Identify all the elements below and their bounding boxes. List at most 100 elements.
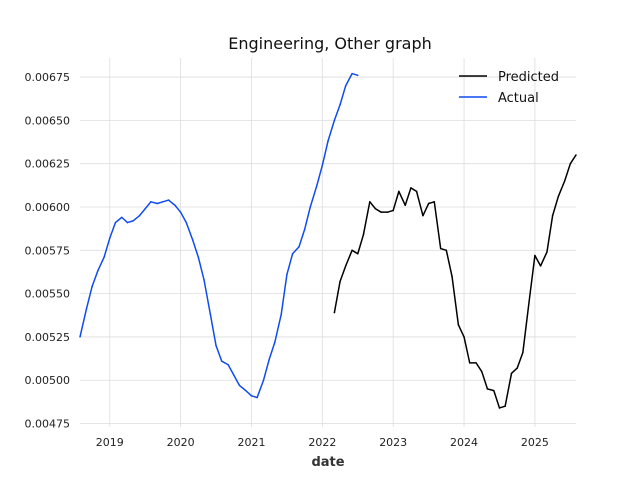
y-tick-label: 0.00575 xyxy=(25,244,71,257)
data-point-actual xyxy=(245,389,247,392)
data-point-predicted xyxy=(362,233,365,236)
grid xyxy=(80,58,576,427)
data-point-predicted xyxy=(410,187,412,189)
data-point-actual xyxy=(303,228,306,231)
data-point-predicted xyxy=(528,299,530,302)
y-tick-label: 0.00475 xyxy=(25,418,71,431)
x-tick-label: 2023 xyxy=(379,436,407,449)
y-tick-label: 0.00650 xyxy=(25,114,71,127)
data-point-actual xyxy=(114,221,117,224)
series-predicted xyxy=(333,154,577,409)
data-point-actual xyxy=(262,379,265,381)
data-point-predicted xyxy=(475,362,477,364)
data-point-actual xyxy=(215,344,217,347)
data-point-actual xyxy=(109,237,111,239)
data-point-actual xyxy=(220,360,223,362)
series-line-predicted xyxy=(333,154,577,409)
data-point-predicted xyxy=(463,336,465,338)
data-point-actual xyxy=(91,285,93,288)
data-point-actual xyxy=(315,185,318,187)
data-point-actual xyxy=(227,363,229,366)
data-point-predicted xyxy=(445,249,448,252)
data-point-predicted xyxy=(504,405,506,407)
data-point-actual xyxy=(333,119,336,122)
data-point-predicted xyxy=(339,280,341,283)
series-group xyxy=(79,72,577,409)
data-point-actual xyxy=(286,273,288,276)
data-point-predicted xyxy=(369,201,371,203)
data-point-actual xyxy=(126,221,129,224)
data-point-predicted xyxy=(374,207,377,210)
data-point-predicted xyxy=(546,251,548,253)
data-point-actual xyxy=(197,256,200,258)
series-actual xyxy=(79,72,359,399)
data-point-predicted xyxy=(422,214,424,217)
data-point-actual xyxy=(274,341,276,343)
x-axis-ticks: 2019 2020 2021 2022 2023 2024 2025 xyxy=(96,436,549,449)
data-point-actual xyxy=(321,164,324,167)
data-point-predicted xyxy=(534,254,536,257)
data-point-predicted xyxy=(451,275,453,278)
data-point-predicted xyxy=(344,265,347,267)
data-point-actual xyxy=(250,395,253,397)
data-point-actual xyxy=(339,104,341,106)
series-line-actual xyxy=(79,72,358,399)
data-point-actual xyxy=(144,207,146,210)
data-point-actual xyxy=(85,308,88,310)
data-point-actual xyxy=(174,204,176,206)
data-point-actual xyxy=(150,201,152,203)
data-point-predicted xyxy=(398,190,400,193)
data-point-predicted xyxy=(386,211,389,213)
data-point-predicted xyxy=(457,324,460,326)
data-point-predicted xyxy=(563,180,566,182)
data-point-predicted xyxy=(569,162,572,165)
x-tick-label: 2022 xyxy=(308,436,336,449)
data-point-predicted xyxy=(468,362,471,364)
data-point-predicted xyxy=(486,388,489,390)
data-point-predicted xyxy=(439,247,442,250)
data-point-actual xyxy=(132,220,134,222)
data-point-actual xyxy=(167,199,170,201)
data-point-actual xyxy=(121,216,123,219)
data-point-predicted xyxy=(392,209,394,212)
data-point-actual xyxy=(280,313,282,316)
data-point-actual xyxy=(268,358,270,361)
data-point-predicted xyxy=(516,367,518,369)
legend: Predicted Actual xyxy=(459,70,559,106)
data-point-predicted xyxy=(510,372,513,375)
data-point-actual xyxy=(344,84,347,87)
data-point-predicted xyxy=(404,204,406,206)
x-tick-label: 2025 xyxy=(521,436,549,449)
x-tick-label: 2019 xyxy=(96,436,124,449)
y-tick-label: 0.00525 xyxy=(25,331,71,344)
data-point-predicted xyxy=(575,154,577,156)
data-point-predicted xyxy=(498,407,501,409)
data-point-predicted xyxy=(380,211,382,213)
data-point-actual xyxy=(179,211,182,213)
y-tick-label: 0.00550 xyxy=(25,288,71,301)
data-point-actual xyxy=(233,374,235,376)
legend-label-actual: Actual xyxy=(498,91,539,106)
data-point-predicted xyxy=(557,195,560,198)
data-point-actual xyxy=(79,336,81,338)
data-point-actual xyxy=(185,221,188,224)
data-point-predicted xyxy=(481,370,483,373)
data-point-actual xyxy=(162,201,164,203)
data-point-predicted xyxy=(539,265,542,267)
y-tick-label: 0.00675 xyxy=(25,71,71,84)
data-point-predicted xyxy=(551,214,554,217)
x-tick-label: 2021 xyxy=(237,436,265,449)
legend-label-predicted: Predicted xyxy=(498,70,559,85)
y-axis-ticks: 0.00475 0.00500 0.00525 0.00550 0.00575 0.006… xyxy=(25,71,71,430)
data-point-actual xyxy=(209,313,212,316)
y-tick-label: 0.00500 xyxy=(25,374,71,387)
data-point-actual xyxy=(256,396,258,399)
data-point-actual xyxy=(351,72,353,75)
data-point-actual xyxy=(298,246,300,248)
data-point-actual xyxy=(156,202,158,205)
data-point-predicted xyxy=(351,249,353,252)
data-point-actual xyxy=(191,239,194,241)
data-point-predicted xyxy=(433,201,436,203)
